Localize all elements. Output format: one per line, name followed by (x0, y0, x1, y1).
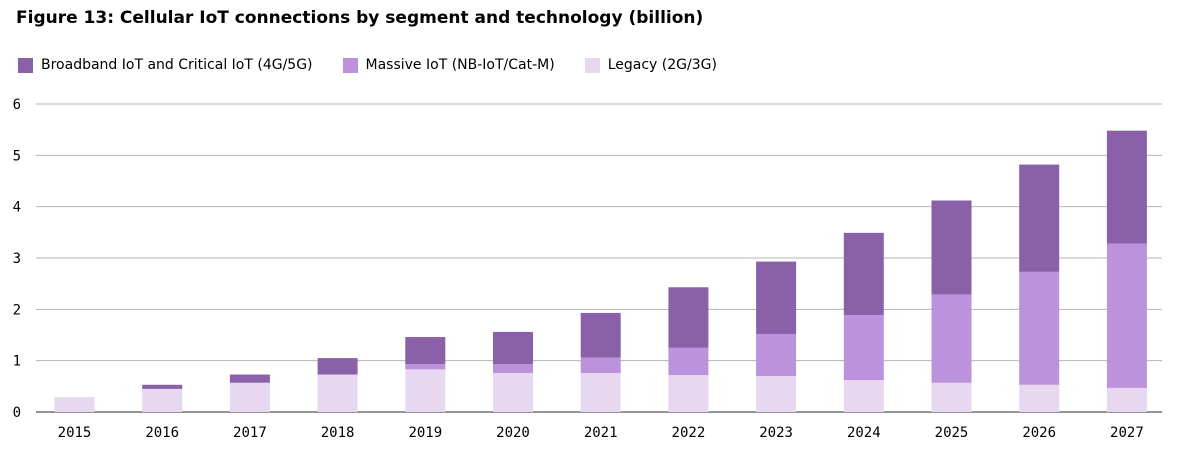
legend-label-legacy: Legacy (2G/3G) (607, 57, 717, 73)
x-tick-label: 2023 (759, 425, 793, 441)
legend-swatch-massive (342, 57, 358, 73)
bar-segment-broadband (1106, 130, 1147, 244)
bar-segment-legacy (54, 397, 95, 412)
chart-title: Figure 13: Cellular IoT connections by s… (16, 8, 704, 28)
bar-segment-broadband (668, 287, 709, 348)
bar-segment-legacy (142, 388, 183, 412)
bar-segment-massive (843, 314, 884, 381)
bar-segment-legacy (405, 369, 446, 412)
y-tick-label: 4 (13, 200, 21, 216)
x-tick-label: 2026 (1022, 425, 1056, 441)
x-tick-label: 2024 (847, 425, 881, 441)
bar-segment-massive (493, 364, 533, 373)
y-tick-label: 0 (13, 405, 21, 421)
y-tick-label: 2 (13, 302, 21, 318)
bar-segment-massive (756, 333, 797, 377)
bar-segment-broadband (1019, 164, 1060, 272)
x-tick-label: 2022 (672, 425, 706, 441)
bar-segment-broadband (931, 200, 972, 295)
x-tick-label: 2019 (408, 425, 442, 441)
bar-segment-massive (405, 364, 446, 370)
bar-segment-massive (580, 357, 621, 373)
bar-segment-broadband (405, 337, 446, 365)
x-tick-label: 2015 (58, 425, 92, 441)
bar-segment-massive (1106, 243, 1147, 388)
bar-segment-broadband (843, 232, 884, 315)
x-tick-label: 2018 (321, 425, 355, 441)
bar-segment-broadband (756, 261, 797, 334)
legend-swatch-broadband (18, 57, 33, 73)
x-tick-label: 2025 (935, 425, 969, 441)
legend-swatch-legacy (584, 57, 600, 73)
y-tick-label: 5 (13, 148, 21, 164)
bar-segment-legacy (493, 372, 533, 412)
bar-segment-legacy (229, 382, 270, 412)
legend-item-legacy: Legacy (2G/3G) (584, 57, 717, 73)
bar-segment-legacy (843, 380, 884, 412)
bar-segment-broadband (493, 331, 533, 365)
legend-item-broadband: Broadband IoT and Critical IoT (4G/5G) (18, 57, 313, 73)
bar-segment-legacy (1106, 387, 1147, 412)
chart-legend: Broadband IoT and Critical IoT (4G/5G) M… (18, 57, 717, 73)
bar-segment-massive (931, 294, 972, 383)
legend-label-broadband: Broadband IoT and Critical IoT (4G/5G) (41, 57, 313, 73)
bar-segment-broadband (142, 384, 183, 389)
y-tick-label: 3 (13, 251, 21, 267)
bar-segment-broadband (229, 374, 270, 383)
bar-segment-legacy (580, 372, 621, 412)
bar-segment-legacy (317, 374, 358, 412)
legend-label-massive: Massive IoT (NB-IoT/Cat-M) (365, 57, 555, 73)
x-tick-label: 2020 (496, 425, 530, 441)
bar-segment-broadband (317, 358, 358, 375)
bar-segment-legacy (1019, 384, 1060, 412)
x-tick-label: 2027 (1110, 425, 1144, 441)
bar-segment-legacy (756, 376, 797, 412)
bar-segment-massive (1019, 271, 1060, 385)
y-tick-label: 1 (13, 354, 21, 370)
bar-segment-legacy (668, 375, 709, 412)
x-tick-label: 2016 (145, 425, 179, 441)
x-tick-label: 2021 (584, 425, 618, 441)
bar-segment-legacy (931, 382, 972, 412)
bar-segment-broadband (580, 312, 621, 358)
y-tick-label: 6 (13, 97, 21, 113)
bar-segment-massive (668, 347, 709, 376)
x-tick-label: 2017 (233, 425, 267, 441)
legend-item-massive: Massive IoT (NB-IoT/Cat-M) (342, 57, 555, 73)
